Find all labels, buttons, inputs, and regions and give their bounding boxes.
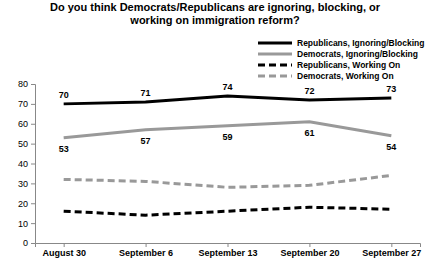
legend-entry: Republicans, Working On [258, 60, 400, 70]
legend-label: Republicans, Working On [297, 60, 400, 70]
legend-entry: Democrats, Working On [258, 71, 394, 81]
data-label: 59 [222, 132, 232, 142]
x-tick-mark [228, 243, 229, 247]
legend-entry: Republicans, Ignoring/Blocking [258, 38, 425, 48]
y-tick-label: 80 [18, 79, 28, 89]
y-tick-label: 70 [18, 99, 28, 109]
y-tick: 70 [18, 99, 35, 109]
y-tick-label: 40 [18, 159, 28, 169]
x-tick-mark [146, 243, 147, 247]
y-tick-label: 0 [23, 238, 28, 248]
legend-label: Democrats, Ignoring/Blocking [297, 49, 418, 59]
legend-swatch [258, 75, 292, 78]
data-label: 53 [59, 144, 69, 154]
y-axis-line [31, 85, 36, 244]
data-label: 61 [304, 128, 314, 138]
x-tick-mark [391, 243, 392, 247]
x-tick-mark [64, 243, 65, 247]
legend-label: Democrats, Working On [297, 71, 394, 81]
title: Do you think Democrats/Republicans are i… [50, 1, 381, 26]
x-tick: September 20 [280, 243, 339, 258]
data-label: 74 [222, 82, 232, 92]
x-axis-line [36, 244, 421, 248]
y-tick-label: 30 [18, 179, 28, 189]
y-tick: 0 [23, 238, 35, 248]
y-tick-mark [31, 183, 35, 184]
y-tick-mark [31, 144, 35, 145]
y-tick: 40 [18, 159, 35, 169]
y-tick-label: 50 [18, 139, 28, 149]
legend-label: Republicans, Ignoring/Blocking [297, 38, 425, 48]
x-tick-label: September 6 [119, 248, 173, 258]
y-tick-mark [31, 84, 35, 85]
legend: Republicans, Ignoring/BlockingDemocrats,… [258, 38, 425, 81]
legend-swatch [258, 42, 292, 45]
series-line [64, 207, 392, 215]
y-tick-label: 20 [18, 199, 28, 209]
x-tick: September 13 [198, 243, 257, 258]
y-tick: 50 [18, 139, 35, 149]
y-tick-mark [31, 243, 35, 244]
data-label: 71 [141, 88, 151, 98]
y-tick-mark [31, 124, 35, 125]
y-tick: 80 [18, 79, 35, 89]
data-label: 57 [141, 136, 151, 146]
x-tick-label: August 30 [42, 248, 86, 258]
y-tick: 20 [18, 199, 35, 209]
x-tick: September 27 [362, 243, 421, 258]
data-label: 72 [304, 86, 314, 96]
x-tick-mark [309, 243, 310, 247]
legend-entry: Democrats, Ignoring/Blocking [258, 49, 418, 59]
x-axis: August 30 September 6 September 13 Septembe… [36, 243, 422, 258]
y-tick-mark [31, 164, 35, 165]
y-tick: 30 [18, 179, 35, 189]
series-line [64, 96, 392, 104]
data-label: 54 [386, 142, 396, 152]
y-tick: 60 [18, 119, 35, 129]
legend-swatch [258, 64, 292, 67]
y-axis: 0 10 20 30 40 50 60 70 80 [18, 79, 36, 248]
x-tick: August 30 [42, 243, 86, 258]
legend-swatch [258, 53, 292, 56]
x-tick: September 6 [119, 243, 173, 258]
series-line [64, 175, 392, 187]
data-label: 73 [386, 84, 396, 94]
data-label: 70 [59, 90, 69, 100]
y-tick-mark [31, 104, 35, 105]
x-tick-label: September 13 [198, 248, 257, 258]
y-tick-mark [31, 223, 35, 224]
data-labels: 70 71 74 72 73 53 57 59 61 54 [59, 82, 397, 154]
y-tick: 10 [18, 219, 35, 229]
x-tick-label: September 20 [280, 248, 339, 258]
y-tick-mark [31, 203, 35, 204]
x-tick-label: September 27 [362, 248, 421, 258]
plot-area [64, 96, 392, 215]
y-tick-label: 60 [18, 119, 28, 129]
y-tick-label: 10 [18, 219, 28, 229]
chart: Do you think Democrats/Republicans are i… [0, 0, 430, 261]
